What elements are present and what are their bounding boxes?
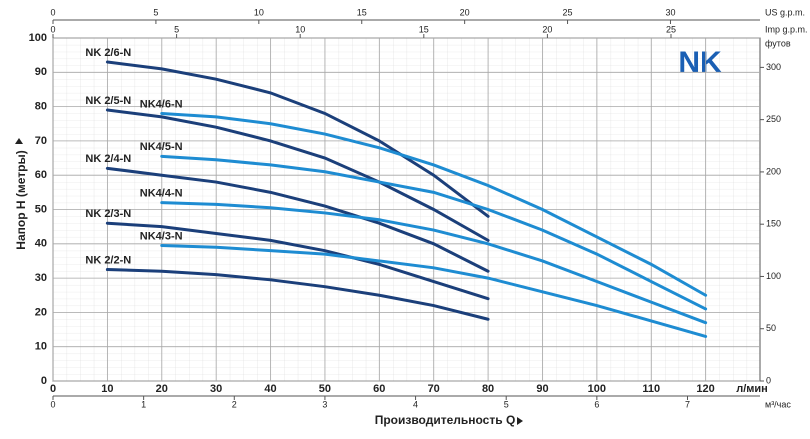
axis-unit: Imp g.p.m. <box>765 24 808 34</box>
tick-label: 5 <box>504 399 509 409</box>
series-line <box>105 60 490 218</box>
series-label: NK 2/3-N <box>85 208 131 220</box>
x-tick-label: 20 <box>156 383 168 395</box>
series-label: NK 2/6-N <box>85 47 131 59</box>
x-tick-label: 0 <box>50 383 56 395</box>
x-tick-label: 50 <box>319 383 331 395</box>
x-unit: л/мин <box>736 383 768 395</box>
axis-unit: US g.p.m. <box>765 7 805 17</box>
series-line <box>105 268 490 321</box>
y-tick-label: 20 <box>35 306 47 318</box>
x-tick-label: 80 <box>482 383 494 395</box>
series-label: NK 2/2-N <box>85 254 131 266</box>
y-tick-label: 100 <box>29 32 47 44</box>
x-tick-label: 90 <box>536 383 548 395</box>
x-tick-label: 40 <box>264 383 276 395</box>
tick-label: 0 <box>50 7 55 17</box>
x-tick-label: 110 <box>642 383 660 395</box>
series-line <box>105 108 490 242</box>
series-label: NK 2/4-N <box>85 153 131 165</box>
logo: NK <box>678 46 722 79</box>
x-tick-label: 30 <box>210 383 222 395</box>
tick-label: 1 <box>141 399 146 409</box>
tick-label: 0 <box>50 399 55 409</box>
tick-label: 20 <box>542 24 552 34</box>
axis-unit: м³/час <box>765 399 791 409</box>
x-tick-label: 60 <box>373 383 385 395</box>
series-line <box>105 221 490 301</box>
y-tick-label: 70 <box>35 135 47 147</box>
tick-label: 3 <box>322 399 327 409</box>
series-label: NK 2/5-N <box>85 95 131 107</box>
tick-label: 25 <box>563 7 573 17</box>
tick-label: 5 <box>174 24 179 34</box>
y-tick-label: 0 <box>41 375 47 387</box>
y-tick-label: 30 <box>35 272 47 284</box>
series-line <box>160 111 708 297</box>
y-tick-label: 80 <box>35 101 47 113</box>
tick-label: 0 <box>766 375 771 385</box>
series-label: NK4/3-N <box>140 230 183 242</box>
tick-label: 15 <box>357 7 367 17</box>
tick-label: 10 <box>295 24 305 34</box>
y-tick-label: 40 <box>35 238 47 250</box>
series-line <box>160 201 708 325</box>
tick-label: 100 <box>766 271 781 281</box>
y-tick-label: 60 <box>35 169 47 181</box>
arrow <box>517 417 523 425</box>
tick-label: 300 <box>766 62 781 72</box>
series-line <box>160 154 708 311</box>
tick-label: 7 <box>685 399 690 409</box>
tick-label: 200 <box>766 166 781 176</box>
y-tick-label: 90 <box>35 66 47 78</box>
tick-label: 10 <box>254 7 264 17</box>
tick-label: 150 <box>766 219 781 229</box>
axis-unit: футов <box>765 38 791 48</box>
x-tick-label: 10 <box>101 383 113 395</box>
tick-label: 250 <box>766 114 781 124</box>
series-label: NK4/4-N <box>140 188 183 200</box>
x-tick-label: 70 <box>428 383 440 395</box>
series-label: NK4/6-N <box>140 98 183 110</box>
tick-label: 30 <box>665 7 675 17</box>
x-axis-title: Производительность Q <box>375 413 516 427</box>
arrow <box>15 138 23 144</box>
tick-label: 50 <box>766 323 776 333</box>
x-tick-label: 100 <box>588 383 606 395</box>
y-tick-label: 10 <box>35 341 47 353</box>
series-label: NK4/5-N <box>140 141 183 153</box>
x-tick-label: 120 <box>696 383 714 395</box>
series-line <box>105 166 490 273</box>
tick-label: 2 <box>232 399 237 409</box>
tick-label: 4 <box>413 399 418 409</box>
tick-label: 6 <box>594 399 599 409</box>
tick-label: 15 <box>419 24 429 34</box>
tick-label: 0 <box>50 24 55 34</box>
tick-label: 25 <box>666 24 676 34</box>
y-tick-label: 50 <box>35 203 47 215</box>
tick-label: 20 <box>460 7 470 17</box>
series-line <box>160 244 708 338</box>
tick-label: 5 <box>153 7 158 17</box>
y-axis-title: Напор H (метры) <box>14 150 28 249</box>
